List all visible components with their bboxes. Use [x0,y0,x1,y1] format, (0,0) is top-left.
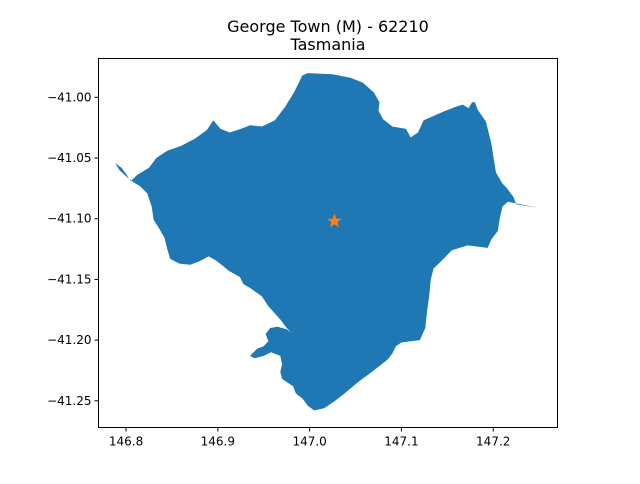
y-tick-label: −41.20 [47,333,91,347]
x-axis: 146.8 146.9 147.0 147.1 147.2 [109,427,510,449]
axes-frame [98,58,558,428]
x-tick-label: 147.1 [384,435,418,449]
x-tick-label: 146.9 [201,435,235,449]
star-icon [327,213,342,228]
x-tick-label: 146.8 [109,435,143,449]
title-line-2: Tasmania [289,35,365,54]
y-tick-label: −41.15 [47,272,91,286]
title-line-1: George Town (M) - 62210 [227,17,429,36]
y-tick-label: −41.05 [47,151,91,165]
y-tick-label: −41.10 [47,212,91,226]
plot-content [115,73,538,411]
y-tick-label: −41.00 [47,90,91,104]
x-tick-label: 147.2 [476,435,510,449]
x-tick-label: 147.0 [292,435,326,449]
region-polygon [115,73,538,411]
y-tick-label: −41.25 [47,394,91,408]
y-axis: −41.00 −41.05 −41.10 −41.15 −41.20 −41.25 [47,90,99,408]
